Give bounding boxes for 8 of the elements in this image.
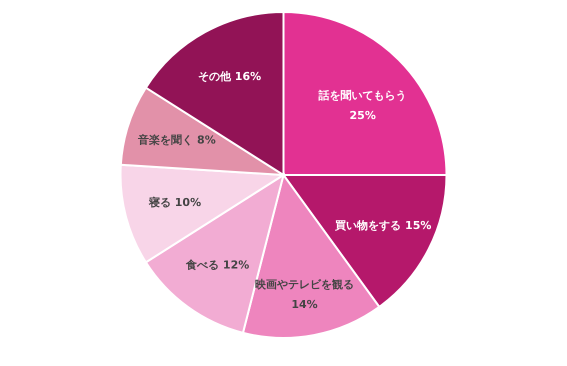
- data-label: 25%: [350, 108, 376, 122]
- slice-label: 音楽を聞く 8%: [137, 133, 216, 146]
- slice-label: 食べる 12%: [185, 258, 250, 272]
- slice-label: 話を聞いてもらう: [318, 88, 407, 102]
- slice-label: 寝る 10%: [148, 196, 202, 209]
- slice-label: 買い物をする 15%: [334, 218, 432, 232]
- data-label: 14%: [291, 298, 318, 312]
- slice-label: その他 16%: [198, 70, 262, 83]
